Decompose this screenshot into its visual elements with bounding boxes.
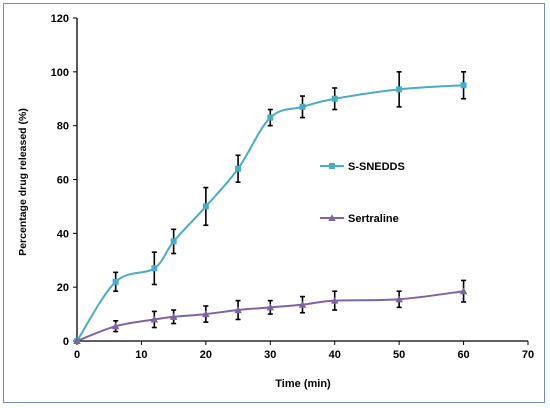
data-point — [73, 337, 81, 345]
y-axis-label: Percentage drug released (%) — [17, 108, 29, 256]
legend-swatch-marker — [329, 163, 335, 169]
x-tick-label: 20 — [200, 349, 212, 361]
y-tick-label: 120 — [51, 13, 69, 25]
legend-label: Sertraline — [348, 213, 399, 225]
data-point — [202, 203, 209, 210]
x-tick-label: 0 — [74, 349, 80, 361]
chart-frame: 0 10 20 30 40 50 60 70 0 20 40 60 80 100 120 Time (mi… — [3, 3, 545, 403]
data-point — [460, 82, 467, 89]
y-tick-label: 40 — [57, 228, 69, 240]
legend-label: S-SNEDDS — [348, 161, 405, 173]
data-point — [151, 265, 158, 272]
data-point — [202, 310, 210, 318]
data-point — [331, 95, 338, 102]
x-tick-label: 70 — [522, 349, 534, 361]
data-point — [111, 322, 120, 330]
x-axis-label: Time (min) — [275, 378, 331, 390]
y-tick-label: 100 — [51, 67, 69, 79]
y-tick-label: 80 — [57, 121, 69, 133]
series-sertraline — [73, 279, 468, 345]
data-point — [235, 165, 242, 172]
data-point — [169, 312, 178, 320]
data-point — [299, 103, 306, 110]
data-point — [170, 238, 177, 245]
series-line — [76, 290, 464, 342]
x-tick-label: 10 — [135, 349, 147, 361]
legend: S-SNEDDS Sertraline — [320, 161, 405, 225]
legend-item: S-SNEDDS — [320, 161, 405, 173]
x-tick-label: 60 — [457, 349, 469, 361]
data-point — [330, 296, 339, 304]
data-point — [266, 303, 275, 311]
x-tick-label: 30 — [264, 349, 276, 361]
data-point — [234, 306, 242, 314]
chart-svg: 0 10 20 30 40 50 60 70 0 20 40 60 80 100 120 Time (mi… — [17, 13, 534, 390]
data-point — [150, 315, 159, 323]
y-tick-label: 20 — [57, 282, 69, 294]
x-ticks: 0 10 20 30 40 50 60 70 — [74, 341, 534, 361]
data-point — [267, 114, 274, 121]
data-point — [298, 300, 307, 308]
y-ticks: 0 20 40 60 80 100 120 — [51, 13, 77, 348]
legend-swatch-marker — [328, 214, 336, 222]
legend-item: Sertraline — [320, 213, 399, 225]
y-tick-label: 0 — [63, 336, 69, 348]
y-tick-label: 60 — [57, 175, 69, 187]
data-point — [396, 86, 403, 93]
plot-area — [73, 71, 468, 345]
data-point — [459, 287, 468, 295]
x-tick-label: 40 — [329, 349, 341, 361]
series-s-snedds — [74, 71, 467, 344]
data-point — [112, 278, 119, 285]
x-tick-label: 50 — [393, 349, 405, 361]
data-point — [395, 295, 403, 303]
